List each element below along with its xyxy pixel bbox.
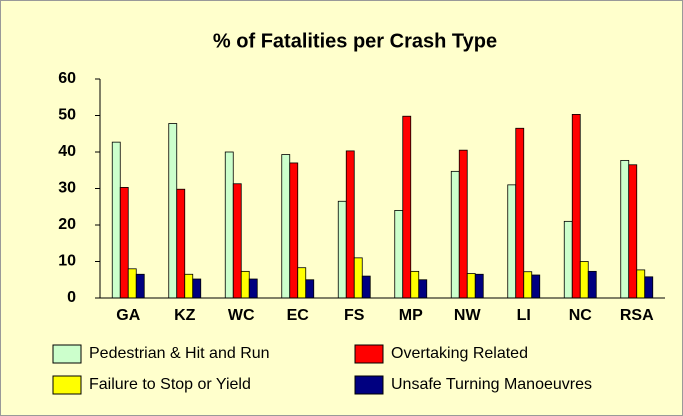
bar: [337, 200, 347, 299]
legend-swatch: [52, 344, 82, 364]
bar: [402, 115, 412, 299]
bar: [297, 267, 307, 299]
bar: [305, 279, 315, 299]
y-tick-label: 60: [58, 70, 76, 87]
bar: [579, 261, 589, 299]
y-tick-label: 40: [58, 143, 76, 160]
bar: [345, 150, 355, 299]
y-tick-label: 50: [58, 107, 76, 124]
legend-swatch: [354, 344, 384, 364]
bar: [628, 164, 638, 299]
bar: [119, 187, 129, 299]
bar: [531, 274, 541, 299]
bar: [458, 149, 468, 299]
bar: [563, 220, 573, 299]
y-tick-label: 10: [58, 253, 76, 270]
bar: [620, 159, 630, 299]
bar: [507, 184, 517, 299]
y-tick-label: 0: [67, 289, 76, 306]
x-tick-label: GA: [116, 307, 140, 324]
bar: [127, 268, 137, 299]
x-tick-label: KZ: [174, 307, 196, 324]
bar: [587, 270, 597, 299]
x-tick-label: RSA: [620, 307, 654, 324]
bar: [474, 273, 484, 299]
legend-label: Pedestrian & Hit and Run: [89, 345, 270, 362]
bar: [248, 278, 258, 299]
bar: [636, 269, 646, 299]
legend-label: Overtaking Related: [391, 345, 528, 362]
bar: [410, 270, 420, 299]
x-tick-label: LI: [517, 307, 531, 324]
x-tick-label: WC: [228, 307, 255, 324]
bar: [466, 273, 476, 299]
bar: [192, 278, 202, 299]
y-tick-label: 30: [58, 180, 76, 197]
bar: [353, 257, 363, 299]
bar: [135, 273, 145, 299]
y-tick-label: 20: [58, 216, 76, 233]
bar: [184, 273, 194, 299]
legend-label: Failure to Stop or Yield: [89, 376, 251, 393]
bar: [450, 170, 460, 299]
x-tick-label: EC: [287, 307, 310, 324]
x-tick-label: FS: [344, 307, 365, 324]
bar: [644, 276, 654, 299]
x-tick-label: MP: [399, 307, 423, 324]
bar: [571, 114, 581, 299]
chart-title: % of Fatalities per Crash Type: [213, 30, 497, 52]
legend-label: Unsafe Turning Manoeuvres: [391, 376, 592, 393]
bar: [232, 183, 242, 299]
bar: [240, 270, 250, 299]
bar: [176, 188, 186, 299]
x-tick-label: NC: [569, 307, 593, 324]
bar: [224, 151, 234, 299]
bar: [523, 271, 533, 299]
x-tick-label: NW: [454, 307, 482, 324]
bar: [289, 162, 299, 299]
bar: [361, 275, 371, 299]
bar: [111, 141, 121, 299]
legend-swatch: [52, 375, 82, 395]
bar: [394, 209, 404, 299]
bar: [168, 123, 178, 299]
bar: [281, 154, 291, 299]
bar: [515, 127, 525, 299]
bar: [418, 279, 428, 299]
legend-swatch: [354, 375, 384, 395]
